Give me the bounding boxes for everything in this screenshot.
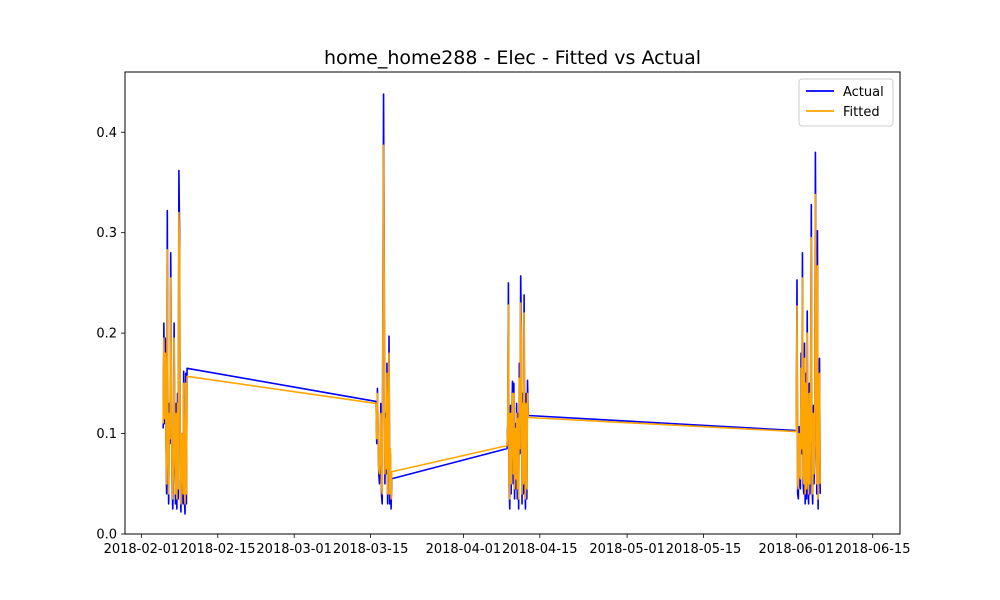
plot-lines bbox=[162, 93, 821, 515]
y-tick-label: 0.2 bbox=[96, 327, 117, 342]
x-tick-label: 2018-03-15 bbox=[333, 542, 409, 557]
x-tick-label: 2018-02-01 bbox=[104, 542, 180, 557]
y-tick-label: 0.1 bbox=[96, 427, 117, 442]
y-tick-label: 0.0 bbox=[96, 528, 117, 543]
y-tick-label: 0.3 bbox=[96, 226, 117, 241]
legend-label-actual: Actual bbox=[843, 85, 884, 100]
legend-label-fitted: Fitted bbox=[843, 105, 880, 120]
x-tick-label: 2018-04-15 bbox=[502, 542, 578, 557]
x-tick-label: 2018-03-01 bbox=[256, 542, 332, 557]
x-tick-label: 2018-05-01 bbox=[589, 542, 665, 557]
chart-title: home_home288 - Elec - Fitted vs Actual bbox=[324, 47, 701, 69]
x-tick-label: 2018-05-15 bbox=[666, 542, 742, 557]
x-axis-ticks: 2018-02-01 2018-02-15 2018-03-01 2018-03-15… bbox=[104, 534, 911, 557]
x-tick-label: 2018-06-15 bbox=[835, 542, 911, 557]
plot-frame bbox=[124, 71, 901, 535]
y-tick-label: 0.4 bbox=[96, 126, 117, 141]
legend: Actual Fitted bbox=[798, 78, 894, 127]
x-tick-label: 2018-06-01 bbox=[759, 542, 835, 557]
x-tick-label: 2018-04-01 bbox=[426, 542, 502, 557]
x-tick-label: 2018-02-15 bbox=[180, 542, 256, 557]
y-axis-ticks: 0.0 0.1 0.2 0.3 0.4 bbox=[96, 126, 125, 543]
series-line-fitted bbox=[162, 144, 821, 505]
